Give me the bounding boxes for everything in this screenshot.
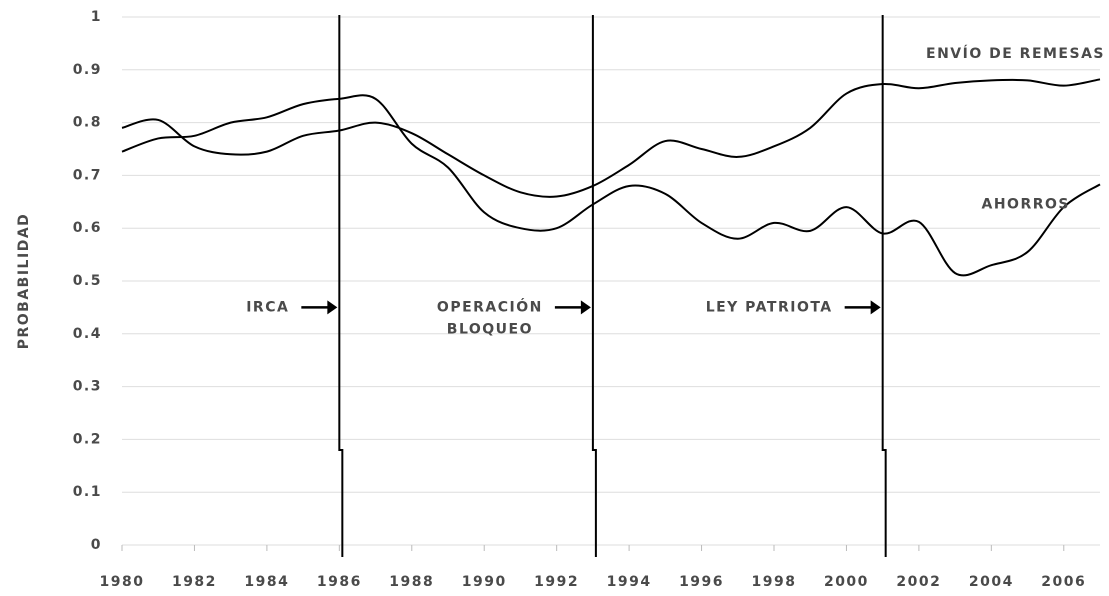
event-arrowhead — [870, 300, 881, 315]
y-axis-label: PROBABILIDAD — [16, 213, 32, 350]
event-line — [338, 15, 344, 557]
x-tick-label: 1996 — [679, 574, 724, 590]
x-tick-label: 2000 — [824, 574, 869, 590]
event-arrowhead — [580, 300, 591, 315]
y-tick-label: 0.4 — [73, 326, 102, 342]
event-label: BLOQUEO — [447, 321, 533, 337]
y-tick-label: 0.7 — [73, 167, 102, 183]
x-tick-label: 1990 — [462, 574, 507, 590]
x-tick-label: 2004 — [969, 574, 1014, 590]
y-tick-label: 1 — [91, 9, 102, 25]
event-line — [591, 15, 597, 557]
event-label: OPERACIÓN — [437, 297, 543, 315]
event-line — [881, 15, 887, 557]
x-tick-label: 1998 — [752, 574, 797, 590]
x-tick-label: 1988 — [389, 574, 434, 590]
event-label: IRCA — [246, 299, 289, 315]
y-tick-label: 0.8 — [73, 115, 102, 131]
series-line — [121, 94, 1101, 277]
y-tick-label: 0.2 — [73, 431, 102, 447]
y-tick-label: 0.5 — [73, 273, 102, 289]
y-tick-label: 0.1 — [73, 484, 102, 500]
x-tick-label: 1982 — [172, 574, 217, 590]
y-tick-label: 0.9 — [73, 62, 102, 78]
x-tick-label: 2002 — [896, 574, 941, 590]
x-tick-label: 1986 — [317, 574, 362, 590]
series-label: AHORROS — [982, 196, 1071, 212]
x-tick-label: 1984 — [244, 574, 289, 590]
x-tick-label: 1992 — [534, 574, 579, 590]
x-tick-label: 1980 — [100, 574, 145, 590]
y-tick-label: 0.3 — [73, 379, 102, 395]
x-tick-label: 2006 — [1041, 574, 1086, 590]
event-arrowhead — [327, 300, 338, 315]
y-tick-label: 0 — [91, 537, 102, 553]
series-label: ENVÍO DE REMESAS — [926, 45, 1105, 62]
series-line — [121, 78, 1101, 198]
x-tick-label: 1994 — [607, 574, 652, 590]
y-tick-label: 0.6 — [73, 220, 102, 236]
event-label: LEY PATRIOTA — [706, 299, 833, 315]
